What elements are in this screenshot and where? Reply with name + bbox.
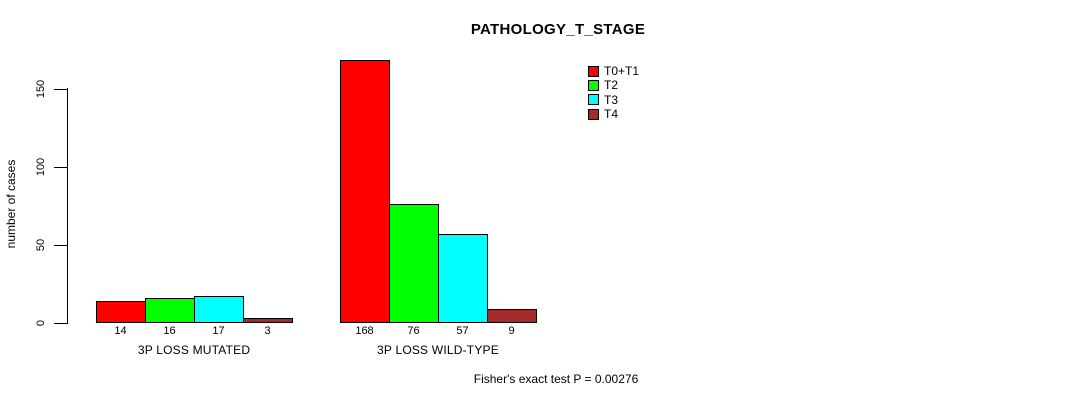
category-label: 3P LOSS WILD-TYPE	[377, 343, 499, 357]
bar-value-label: 168	[355, 325, 374, 337]
chart-title: PATHOLOGY_T_STAGE	[470, 21, 646, 38]
legend-swatch-t2	[588, 79, 599, 91]
bar-t3-group1	[194, 296, 244, 323]
bar-value-label: 57	[456, 325, 469, 337]
legend-label: T2	[604, 78, 619, 93]
bar-t4-group2	[487, 308, 537, 323]
legend-swatch-t3	[588, 94, 599, 106]
y-axis-tick	[54, 166, 68, 168]
bar-value-label: 16	[163, 325, 176, 337]
legend-label: T4	[604, 107, 619, 122]
legend-label: T3	[604, 92, 619, 107]
y-axis-line	[67, 88, 68, 324]
legend-swatch-t4	[588, 108, 599, 120]
stat-annotation: Fisher's exact test P = 0.00276	[473, 372, 639, 386]
bar-value-label: 3	[264, 325, 271, 337]
legend-swatch-t0-t1	[588, 65, 599, 77]
bar-t4-group1	[243, 318, 293, 323]
legend-label: T0+T1	[604, 64, 640, 78]
bar-value-label: 76	[407, 325, 420, 337]
bar-t2-group2	[389, 204, 439, 323]
y-axis-tick	[54, 88, 68, 90]
bar-value-label: 17	[212, 325, 225, 337]
bar-t0-t1-group2	[340, 60, 390, 323]
y-axis-tick	[54, 244, 68, 246]
bar-value-label: 14	[114, 325, 127, 337]
y-axis-tick	[54, 323, 68, 324]
bar-value-label: 9	[508, 325, 515, 337]
category-label: 3P LOSS MUTATED	[137, 343, 251, 357]
bar-t3-group2	[438, 233, 488, 323]
